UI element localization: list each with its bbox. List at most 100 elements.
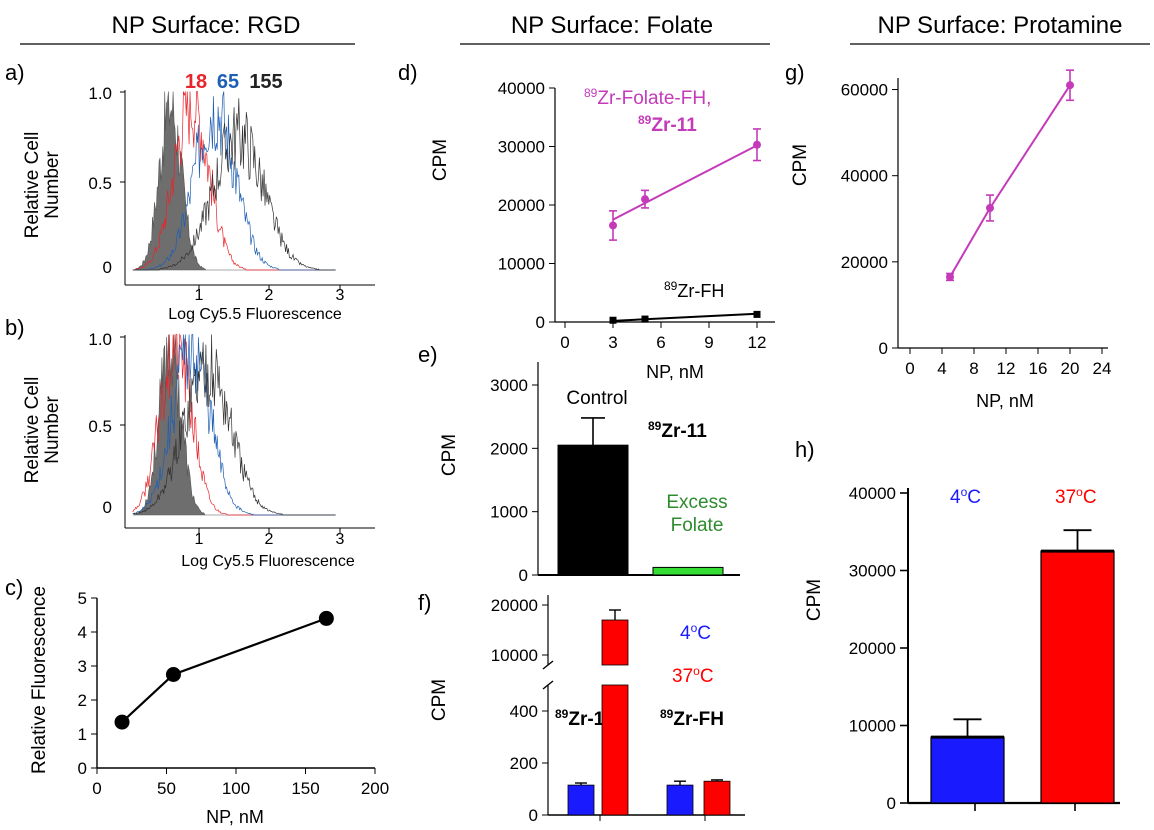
axis-break [542, 680, 554, 690]
panel-a: a) Relative Cell Number 1.0 0.5 0 1 2 3 … [5, 60, 375, 323]
panel-d-series1-name2: Zr-11 [651, 115, 697, 136]
data-point [641, 315, 649, 323]
panel-h-label: h) [795, 437, 815, 462]
y-tick-label: 3 [78, 657, 87, 676]
panel-g-xlabel: NP, nM [976, 391, 1034, 411]
y-tick-label: 0 [536, 313, 545, 332]
panel-b: b) Relative Cell Number 1.0 0.5 0 1 2 3 … [5, 315, 375, 570]
fit-line-0 [612, 144, 758, 221]
panel-d-series1-label-line2: 89Zr-11 [638, 113, 697, 136]
y-tick-label: 0 [529, 806, 538, 825]
bar-0 [557, 444, 629, 576]
panel-f-legend-37c-sup: o [693, 664, 700, 678]
panel-d: d) CPM NP, nM 89Zr-Folate-FH, 89Zr-11 89… [398, 60, 775, 382]
panel-h-legend-37c-unit: C [1083, 487, 1097, 508]
panel-h-legend-4c: 4oC [950, 485, 981, 508]
x-tick-label: 100 [222, 779, 250, 798]
y-tick-label: 0 [78, 759, 87, 778]
header-protamine: NP Surface: Protamine [877, 12, 1122, 39]
panel-b-xtick-label-1: 1 [195, 531, 204, 548]
panel-a-histograms [132, 91, 336, 271]
panel-a-ytick-label-0: 0 [103, 258, 112, 277]
panel-f-category-2-text: Zr-FH [673, 709, 724, 730]
panel-d-label: d) [398, 60, 418, 85]
y-tick-label: 30000 [849, 562, 896, 581]
panel-h: h) CPM 4oC 37oC 0 10000 20000 30000 40000 [795, 437, 1120, 813]
y-tick-label: 10000 [849, 717, 896, 736]
panel-f-legend-4c: 4oC [680, 621, 711, 644]
y-tick-label: 20000 [849, 639, 896, 658]
panel-f-category-1-sup: 89 [555, 707, 569, 721]
bar [666, 784, 694, 816]
x-tick-label: 200 [361, 779, 389, 798]
x-tick-label: 50 [157, 779, 176, 798]
data-point [986, 204, 994, 212]
y-tick-label: 3000 [490, 376, 528, 395]
data-line [121, 617, 327, 723]
panel-e-title-sup: 89 [648, 419, 662, 433]
y-tick-label: 2 [78, 691, 87, 710]
panel-b-histograms [132, 333, 336, 516]
axis-break [542, 660, 554, 670]
data-point [609, 221, 617, 230]
panel-e-label: e) [418, 342, 438, 367]
panel-e-excess-label-2: Folate [671, 515, 724, 536]
y-tick-label: 2000 [490, 439, 528, 458]
panel-e-title: 89Zr-11 [648, 419, 707, 442]
y-tick-label: 60000 [841, 81, 888, 100]
panel-d-series1-sup2: 89 [638, 113, 652, 127]
y-tick-label: 400 [510, 702, 538, 721]
panel-a-label: a) [5, 60, 25, 85]
x-tick-label: 0 [560, 333, 569, 352]
panel-h-ylabel: CPM [804, 579, 825, 621]
y-tick-label: 1 [78, 725, 87, 744]
panel-d-series2-label: 89Zr-FH [664, 279, 724, 301]
panel-h-plot: 0 10000 20000 30000 40000 [849, 484, 1120, 813]
histogram-series-3 [132, 98, 336, 271]
y-tick-label: 40000 [498, 79, 545, 98]
data-point [1066, 81, 1074, 90]
panel-e: e) CPM Control 89Zr-11 Excess Folate 0 10… [418, 342, 740, 585]
data-point [946, 272, 954, 281]
panel-h-legend-4c-num: 4 [950, 487, 961, 508]
panel-d-series1-sup: 89 [584, 86, 598, 100]
x-tick-label: 0 [905, 359, 914, 378]
panel-b-xtick-label-2: 2 [265, 531, 274, 548]
panel-g-plot: 0 20000 40000 60000 0 4 8 12 16 20 24 [841, 69, 1111, 378]
panel-h-legend-37c: 37oC [1055, 485, 1097, 508]
panel-d-plot: 0 10000 20000 30000 40000 0 3 6 9 12 [498, 79, 775, 352]
bar [703, 780, 731, 816]
header-rgd: NP Surface: RGD [112, 12, 301, 39]
y-tick-label: 10000 [498, 255, 545, 274]
panel-b-ylabel-2: Number [42, 396, 63, 464]
panel-d-ylabel: CPM [430, 139, 451, 181]
column-headers: NP Surface: RGD NP Surface: Folate NP Su… [20, 12, 1150, 45]
panel-d-series1-label-line1: 89Zr-Folate-FH, [584, 86, 711, 109]
panel-d-xlabel: NP, nM [646, 362, 704, 382]
panel-g-label: g) [785, 60, 805, 85]
panel-a-annotation-18: 18 [185, 71, 207, 93]
y-tick-label: 20000 [498, 196, 545, 215]
panel-f-legend-4c-num: 4 [680, 623, 691, 644]
data-point [641, 195, 649, 204]
y-tick-label: 0 [519, 566, 528, 585]
x-tick-label: 150 [291, 779, 319, 798]
panel-a-xlabel: Log Cy5.5 Fluorescence [168, 306, 342, 323]
bar-upper [601, 619, 629, 666]
panel-b-ylabel-1: Relative Cell [22, 377, 43, 484]
panel-c-xlabel: NP, nM [206, 807, 264, 827]
y-tick-label: 0 [887, 794, 896, 813]
panel-a-xtick-label-2: 2 [265, 287, 274, 304]
x-tick-label: 12 [997, 359, 1016, 378]
bar-0 [930, 736, 1005, 804]
panel-b-xlabel: Log Cy5.5 Fluorescence [181, 553, 355, 570]
data-point [753, 140, 761, 149]
panel-e-title-text: Zr-11 [661, 421, 707, 442]
panel-a-annotation-155: 155 [249, 71, 282, 93]
panel-g-ylabel: CPM [790, 144, 811, 186]
panel-b-ytick-label-0: 0 [103, 498, 112, 517]
histogram-series-0 [132, 334, 336, 516]
y-tick-label: 40000 [849, 484, 896, 503]
panel-b-ytick-label-05: 0.5 [88, 417, 112, 436]
panel-f-category-2: 89Zr-FH [660, 707, 724, 730]
